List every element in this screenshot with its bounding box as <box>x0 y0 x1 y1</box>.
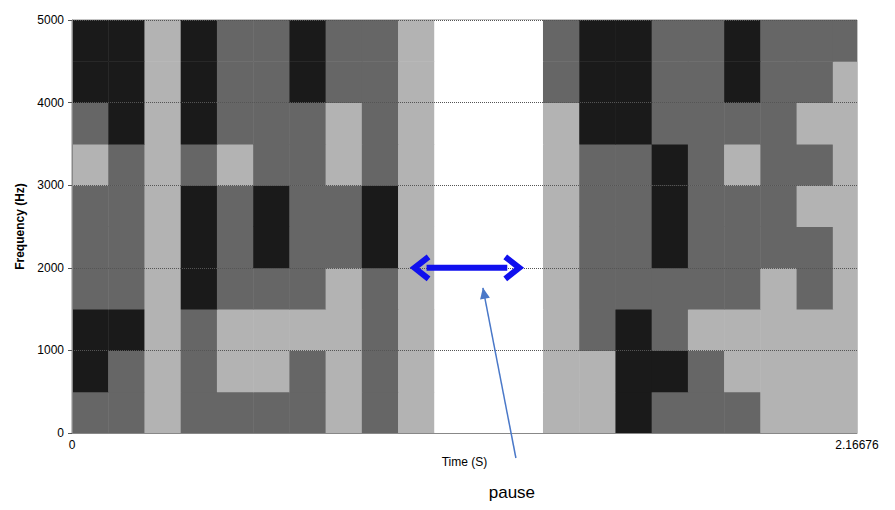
svg-text:5000: 5000 <box>37 13 64 27</box>
svg-text:Time (S): Time (S) <box>442 455 488 469</box>
svg-text:0: 0 <box>57 426 64 440</box>
svg-text:3000: 3000 <box>37 178 64 192</box>
svg-text:pause: pause <box>489 483 535 502</box>
svg-text:0: 0 <box>69 438 76 452</box>
svg-text:2000: 2000 <box>37 261 64 275</box>
svg-text:4000: 4000 <box>37 96 64 110</box>
svg-text:1000: 1000 <box>37 343 64 357</box>
svg-text:2.16676: 2.16676 <box>835 438 879 452</box>
svg-text:Frequency (Hz): Frequency (Hz) <box>13 183 27 270</box>
